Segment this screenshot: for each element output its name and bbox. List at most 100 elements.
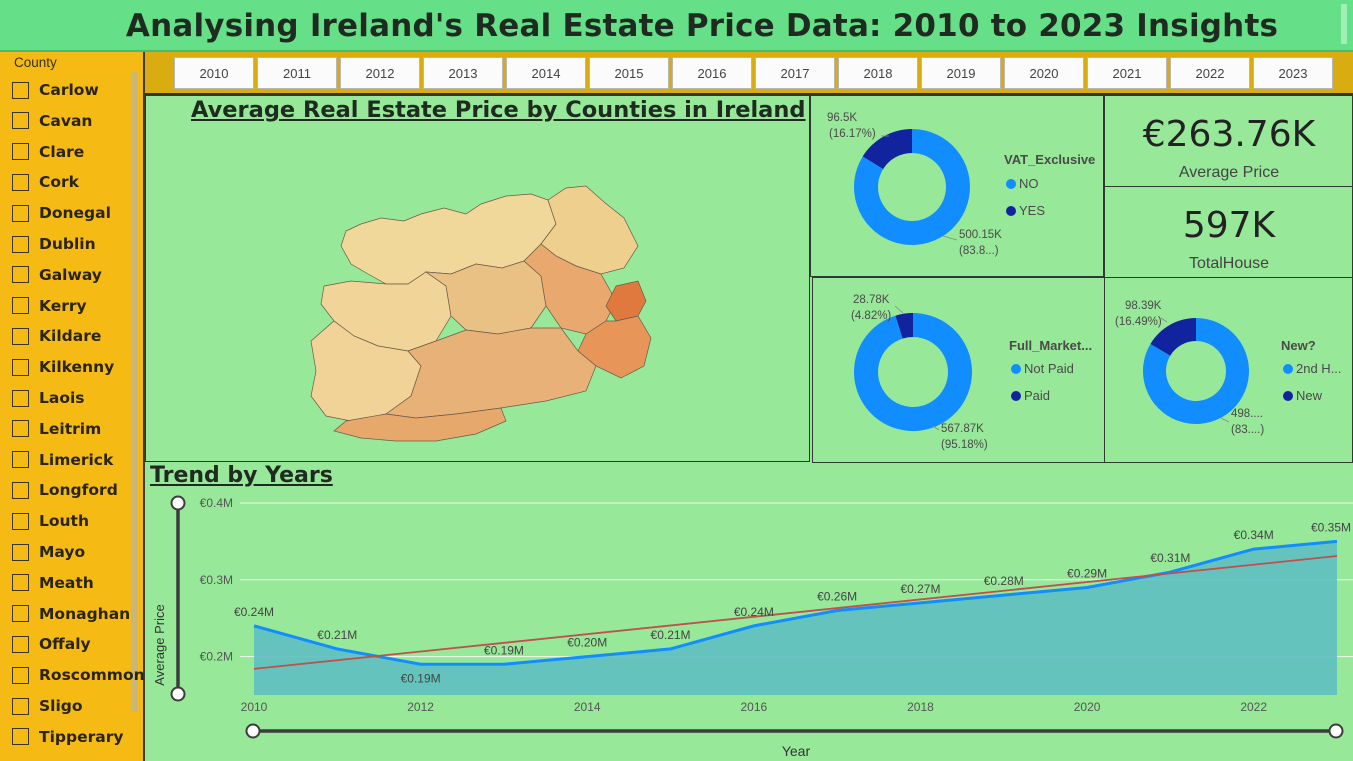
year-button-2018[interactable]: 2018 (838, 57, 918, 89)
donut-slice[interactable] (895, 313, 913, 339)
county-item-clare[interactable]: Clare (12, 140, 84, 164)
year-button-2023[interactable]: 2023 (1253, 57, 1333, 89)
checkbox-icon[interactable] (12, 543, 29, 561)
market-donut-chart[interactable] (813, 278, 1106, 464)
county-item-sligo[interactable]: Sligo (12, 694, 83, 718)
county-item-galway[interactable]: Galway (12, 263, 102, 287)
checkbox-icon[interactable] (12, 728, 29, 746)
year-button-2010[interactable]: 2010 (174, 57, 254, 89)
county-item-monaghan[interactable]: Monaghan (12, 602, 130, 626)
vat-legend-no[interactable]: NO (1006, 176, 1039, 191)
trend-title: Trend by Years (150, 463, 333, 488)
checkbox-icon[interactable] (12, 481, 29, 499)
year-button-2013[interactable]: 2013 (423, 57, 503, 89)
legend-dot-icon (1283, 390, 1293, 401)
checkbox-icon[interactable] (12, 204, 29, 222)
county-item-kerry[interactable]: Kerry (12, 294, 87, 318)
y-range-slider-bottom-handle (170, 686, 186, 702)
y-range-slider-top-handle (170, 495, 186, 511)
kpi-total-house-card: 597K TotalHouse (1104, 186, 1353, 278)
checkbox-icon[interactable] (12, 605, 29, 623)
new-legend-new[interactable]: New (1283, 388, 1322, 403)
market-leader-small (894, 305, 904, 314)
county-item-leitrim[interactable]: Leitrim (12, 417, 101, 441)
checkbox-icon[interactable] (12, 635, 29, 653)
checkbox-icon[interactable] (12, 358, 29, 376)
map-region-dublin (605, 280, 647, 322)
checkbox-icon[interactable] (12, 512, 29, 530)
market-legend-not-paid[interactable]: Not Paid (1011, 361, 1074, 376)
county-item-offaly[interactable]: Offaly (12, 632, 91, 656)
county-item-laois[interactable]: Laois (12, 386, 85, 410)
checkbox-icon[interactable] (12, 266, 29, 284)
checkbox-icon[interactable] (12, 666, 29, 684)
data-label: €0.31M (1150, 551, 1190, 565)
year-button-2020[interactable]: 2020 (1004, 57, 1084, 89)
new-leader-small (1160, 317, 1168, 323)
county-label: Kilkenny (39, 358, 115, 377)
page-title: Analysing Ireland's Real Estate Price Da… (125, 8, 1279, 44)
checkbox-icon[interactable] (12, 297, 29, 315)
county-item-meath[interactable]: Meath (12, 571, 94, 595)
county-label: Leitrim (39, 419, 102, 438)
county-item-tipperary[interactable]: Tipperary (12, 725, 123, 749)
donut-slice[interactable] (862, 129, 912, 170)
y-tick-label: €0.4M (200, 496, 233, 510)
county-item-kilkenny[interactable]: Kilkenny (12, 355, 114, 379)
vat-legend-yes[interactable]: YES (1006, 203, 1045, 218)
checkbox-icon[interactable] (12, 389, 29, 407)
new-donut-chart[interactable] (1105, 278, 1353, 464)
donut-slice[interactable] (854, 313, 972, 431)
kpi-average-price-label: Average Price (1178, 164, 1280, 181)
vat-large-label-value: 500.15K (959, 229, 1002, 241)
county-label: Kildare (39, 327, 102, 346)
county-item-louth[interactable]: Louth (12, 509, 89, 533)
checkbox-icon[interactable] (12, 451, 29, 469)
checkbox-icon[interactable] (12, 173, 29, 191)
trend-chart[interactable]: €0.24M €0.21M €0.19M €0.19M €0.20M €0.21M €0.2… (145, 465, 1353, 761)
market-donut-panel: 28.78K (4.82%) 567.87K (95.18%) Full_Mar… (812, 277, 1105, 463)
checkbox-icon[interactable] (12, 81, 29, 99)
donut-slice[interactable] (854, 129, 970, 245)
checkbox-icon[interactable] (12, 574, 29, 592)
new-legend-second-hand[interactable]: 2nd H... (1283, 361, 1342, 376)
county-item-cork[interactable]: Cork (12, 170, 79, 194)
x-tick-label: 2018 (907, 700, 934, 714)
checkbox-icon[interactable] (12, 143, 29, 161)
title-bar-accent (1341, 4, 1347, 44)
checkbox-icon[interactable] (12, 235, 29, 253)
slicer-scrollbar[interactable] (131, 72, 138, 712)
year-button-2021[interactable]: 2021 (1087, 57, 1167, 89)
county-item-donegal[interactable]: Donegal (12, 201, 111, 225)
checkbox-icon[interactable] (12, 112, 29, 130)
checkbox-icon[interactable] (12, 697, 29, 715)
year-button-2015[interactable]: 2015 (589, 57, 669, 89)
county-item-kildare[interactable]: Kildare (12, 324, 101, 348)
x-range-slider-right-handle (1328, 723, 1344, 739)
vat-leader-large (942, 235, 958, 241)
county-item-limerick[interactable]: Limerick (12, 448, 113, 472)
checkbox-icon[interactable] (12, 327, 29, 345)
legend-dot-icon (1011, 390, 1021, 401)
year-button-2017[interactable]: 2017 (755, 57, 835, 89)
kpi-total-house-label: TotalHouse (1188, 255, 1270, 272)
donut-slice[interactable] (1150, 318, 1196, 356)
year-button-2011[interactable]: 2011 (257, 57, 337, 89)
checkbox-icon[interactable] (12, 420, 29, 438)
donut-slice[interactable] (1143, 318, 1249, 424)
year-button-2012[interactable]: 2012 (340, 57, 420, 89)
market-legend-paid[interactable]: Paid (1011, 388, 1050, 403)
ireland-map[interactable] (146, 96, 811, 463)
year-button-2022[interactable]: 2022 (1170, 57, 1250, 89)
county-label: Louth (39, 512, 90, 531)
county-item-longford[interactable]: Longford (12, 478, 118, 502)
county-item-carlow[interactable]: Carlow (12, 78, 99, 102)
year-button-2014[interactable]: 2014 (506, 57, 586, 89)
county-item-dublin[interactable]: Dublin (12, 232, 96, 256)
county-item-cavan[interactable]: Cavan (12, 109, 92, 133)
year-button-2019[interactable]: 2019 (921, 57, 1001, 89)
vat-donut-chart[interactable] (811, 96, 1105, 278)
year-button-2016[interactable]: 2016 (672, 57, 752, 89)
county-item-mayo[interactable]: Mayo (12, 540, 85, 564)
county-item-roscommon[interactable]: Roscommon (12, 663, 145, 687)
